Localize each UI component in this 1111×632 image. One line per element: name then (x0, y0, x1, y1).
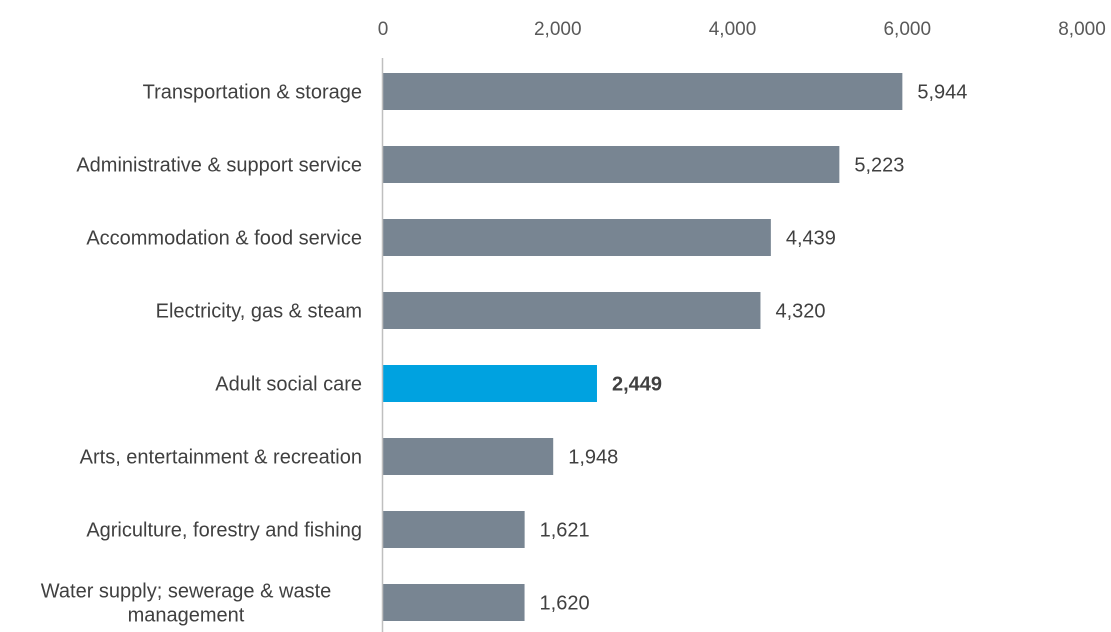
bar (383, 73, 903, 110)
value-labels: 5,944 5,223 4,439 4,320 2,449 1,948 1,621 1,620 (540, 82, 968, 615)
value-label: 1,621 (540, 520, 590, 542)
x-tick-label: 6,000 (883, 19, 931, 40)
bar (383, 438, 554, 475)
value-label: 1,620 (540, 593, 590, 615)
bar (383, 292, 761, 329)
value-label: 5,223 (854, 155, 904, 177)
bars (383, 73, 903, 621)
value-label: 5,944 (917, 82, 967, 104)
category-label: Accommodation & food service (86, 228, 362, 250)
x-tick-label: 0 (378, 19, 389, 40)
x-tick-label: 8,000 (1058, 19, 1106, 40)
category-label: Adult social care (215, 374, 362, 396)
bar (383, 219, 771, 256)
value-label: 2,449 (612, 374, 662, 396)
x-tick-label: 4,000 (709, 19, 757, 40)
category-label: Agriculture, forestry and fishing (86, 520, 362, 542)
value-label: 4,320 (775, 301, 825, 323)
category-label: Transportation & storage (143, 82, 362, 104)
bar (383, 511, 525, 548)
category-label: Electricity, gas & steam (156, 301, 362, 323)
value-label: 1,948 (568, 447, 618, 469)
bar-highlighted (383, 365, 597, 402)
category-label: Arts, entertainment & recreation (80, 447, 362, 469)
bar (383, 584, 525, 621)
value-label: 4,439 (786, 228, 836, 250)
category-label: Water supply; sewerage & waste management (41, 581, 332, 627)
x-tick-label: 2,000 (534, 19, 582, 40)
bar (383, 146, 840, 183)
category-labels: Transportation & storage Administrative &… (41, 82, 362, 627)
category-label: Administrative & support service (76, 155, 362, 177)
x-axis-ticks: 0 2,000 4,000 6,000 8,000 (378, 19, 1106, 40)
